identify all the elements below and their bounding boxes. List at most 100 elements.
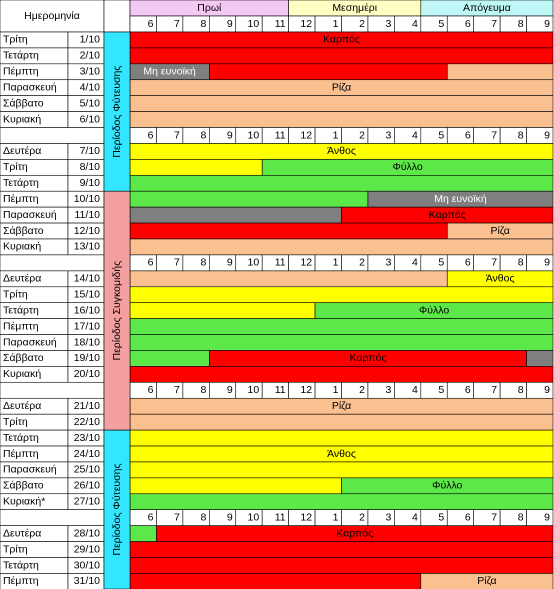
hour-label: 12 — [300, 18, 312, 30]
date: 26/10 — [74, 480, 100, 492]
date: 24/10 — [74, 448, 100, 460]
hour-label: 6 — [465, 18, 471, 30]
date: 29/10 — [74, 543, 100, 555]
blank-cell — [0, 127, 105, 144]
segment-label: Καρπός — [323, 34, 360, 46]
date: 25/10 — [74, 464, 100, 476]
hour-label: 9 — [227, 511, 233, 523]
hour-label: 9 — [227, 18, 233, 30]
weekday: Πέμπτη — [3, 448, 39, 460]
date: 9/10 — [80, 177, 101, 189]
segment — [129, 366, 554, 383]
segment — [129, 175, 554, 192]
hour-label: 8 — [518, 129, 524, 141]
date: 15/10 — [74, 289, 100, 301]
weekday: Κυριακή — [3, 113, 41, 125]
segment-label: Φύλλο — [432, 480, 462, 492]
hour-label: 6 — [465, 129, 471, 141]
date: 18/10 — [74, 336, 100, 348]
hour-label: 3 — [386, 18, 392, 30]
weekday: Παρασκευή — [3, 336, 57, 348]
segment — [129, 302, 316, 319]
date: 13/10 — [74, 241, 100, 253]
hour-label: 4 — [412, 511, 418, 523]
weekday: Τρίτη — [3, 161, 28, 173]
blank-cell — [0, 509, 105, 526]
segment — [129, 286, 554, 304]
hour-label: 4 — [412, 384, 418, 396]
segment-label: Ρίζα — [332, 81, 351, 93]
period-label: Περίοδος Φύτευσης — [111, 66, 123, 158]
hour-label: 8 — [518, 511, 524, 523]
date: 17/10 — [74, 320, 100, 332]
hour-label: 6 — [148, 18, 154, 30]
weekday: Δευτέρα — [3, 527, 41, 539]
hour-label: 7 — [491, 511, 497, 523]
weekday: Παρασκευή — [3, 209, 57, 221]
weekday: Τρίτη — [3, 416, 28, 428]
date: 5/10 — [80, 97, 101, 109]
hour-label: 7 — [491, 129, 497, 141]
hour-label: 6 — [148, 511, 154, 523]
weekday: Κυριακή* — [3, 496, 45, 508]
segment — [129, 270, 448, 288]
weekday: Πέμπτη — [3, 575, 39, 587]
date: 12/10 — [74, 225, 100, 237]
segment-label: Φύλλο — [419, 304, 449, 316]
hour-label: 2 — [359, 511, 365, 523]
hour-label: 4 — [412, 257, 418, 269]
hour-label: 12 — [300, 257, 312, 269]
segment-label: Άνθος — [327, 448, 356, 460]
hour-label: 11 — [275, 511, 286, 523]
segment — [129, 525, 157, 542]
blank-cell — [0, 381, 105, 399]
hour-label: 10 — [248, 384, 260, 396]
segment — [129, 238, 554, 256]
date: 28/10 — [74, 527, 100, 539]
segment — [129, 47, 554, 65]
segment — [129, 334, 554, 351]
segment-label: Μη ευνοϊκή — [143, 66, 196, 78]
weekday: Πέμπτη — [3, 320, 39, 332]
hour-label: 3 — [386, 384, 392, 396]
weekday: Τετάρτη — [3, 432, 39, 444]
weekday: Τρίτη — [3, 34, 28, 46]
segment — [129, 413, 554, 431]
hour-label: 7 — [491, 257, 497, 269]
segment — [129, 95, 554, 112]
date: 31/10 — [74, 575, 100, 587]
date: 7/10 — [80, 145, 101, 157]
weekday: Παρασκευή — [3, 464, 57, 476]
hour-label: 11 — [275, 18, 286, 30]
hour-label: 1 — [333, 18, 339, 30]
segment — [129, 350, 210, 367]
hour-label: 7 — [174, 384, 180, 396]
segment-label: Μη ευνοϊκή — [434, 193, 487, 205]
hour-label: 2 — [359, 18, 365, 30]
weekday: Τρίτη — [3, 289, 28, 301]
hour-label: 8 — [200, 257, 206, 269]
hour-label: 6 — [465, 384, 471, 396]
hour-label: 3 — [386, 511, 392, 523]
segment — [129, 429, 554, 447]
hour-label: 6 — [148, 257, 154, 269]
weekday: Δευτέρα — [3, 145, 41, 157]
hour-label: 7 — [174, 511, 180, 523]
segment — [209, 63, 448, 81]
hour-label: 10 — [248, 511, 260, 523]
hour-label: 3 — [386, 257, 392, 269]
hour-label: 10 — [248, 18, 260, 30]
weekday: Τετάρτη — [3, 50, 39, 62]
date: 11/10 — [75, 209, 101, 221]
segment — [420, 573, 554, 589]
hour-label: 6 — [148, 384, 154, 396]
date: 10/10 — [74, 193, 100, 205]
weekday: Τετάρτη — [3, 177, 39, 189]
date-header: Ημερομηνία — [24, 10, 80, 22]
weekday: Τετάρτη — [3, 559, 39, 571]
hour-label: 10 — [248, 129, 260, 141]
hour-label: 5 — [438, 511, 444, 523]
hour-label: 9 — [227, 384, 233, 396]
hour-label: 8 — [200, 384, 206, 396]
